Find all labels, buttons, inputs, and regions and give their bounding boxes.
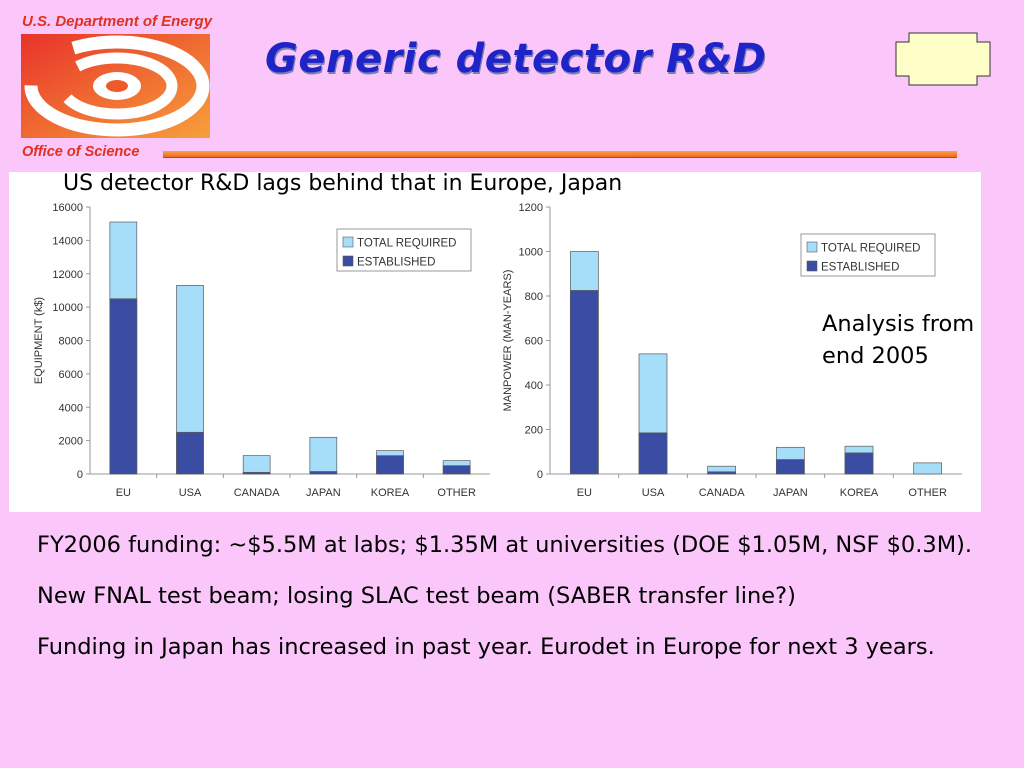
x-tick-label: EU — [116, 487, 131, 499]
x-tick-label: JAPAN — [773, 487, 808, 499]
equipment-chart: 0 2000 4000 6000 8000 10000 12000 14000 16000 EQU… — [33, 202, 490, 499]
analysis-line-2: end 2005 — [822, 343, 929, 369]
bar-established — [242, 471, 271, 475]
y-tick-label: 4000 — [59, 402, 83, 414]
x-tick-label: KOREA — [840, 487, 879, 499]
y-tick-label: 1000 — [519, 247, 543, 259]
y-tick-label: 200 — [525, 425, 543, 437]
y-tick-label: 600 — [525, 336, 543, 348]
bar-established — [775, 459, 805, 475]
legend-label: ESTABLISHED — [821, 262, 899, 274]
analysis-line-1: Analysis from — [822, 311, 975, 337]
page-title: Generic detector R&D — [265, 36, 767, 82]
bar-established — [638, 432, 668, 475]
legend-box — [800, 233, 936, 277]
x-tick-label: OTHER — [908, 487, 947, 499]
bullet-japan-europe: Funding in Japan has increased in past y… — [37, 634, 935, 660]
bullet-funding: FY2006 funding: ~$5.5M at labs; $1.35M a… — [37, 532, 973, 558]
legend-label: TOTAL REQUIRED — [821, 243, 920, 255]
bar-established — [376, 455, 404, 475]
bar-established — [707, 471, 737, 475]
legend-label: ESTABLISHED — [357, 257, 435, 269]
bar-established — [442, 465, 471, 475]
y-tick-label: 6000 — [59, 369, 83, 381]
legend-swatch — [342, 255, 354, 267]
chart-panel — [9, 172, 981, 512]
y-tick-label: 12000 — [52, 269, 83, 281]
y-tick-label: 8000 — [59, 336, 83, 348]
y-axis-label: EQUIPMENT (k$) — [33, 297, 45, 384]
y-tick-label: 400 — [525, 380, 543, 392]
bar-total-required — [309, 436, 338, 475]
bar-total-required — [242, 455, 271, 475]
legend-swatch — [806, 241, 818, 253]
analysis-note: Analysis from end 2005 — [822, 308, 974, 372]
bar-established — [176, 431, 204, 475]
bar-established — [109, 298, 138, 475]
legend-swatch — [342, 236, 354, 248]
x-tick-label: EU — [577, 487, 592, 499]
x-tick-label: USA — [642, 487, 665, 499]
department-label: U.S. Department of Energy — [22, 13, 213, 30]
y-tick-label: 10000 — [52, 302, 83, 314]
slide-subtitle: US detector R&D lags behind that in Euro… — [63, 171, 623, 196]
x-tick-label: KOREA — [371, 487, 410, 499]
x-tick-label: CANADA — [234, 487, 281, 499]
office-label: Office of Science — [22, 144, 140, 160]
bar-established — [569, 290, 599, 475]
y-tick-label: 800 — [525, 291, 543, 303]
legend-swatch — [806, 260, 818, 272]
y-tick-label: 0 — [77, 469, 83, 481]
x-tick-label: OTHER — [437, 487, 476, 499]
bullet-list: FY2006 funding: ~$5.5M at labs; $1.35M a… — [37, 528, 1012, 681]
x-tick-label: CANADA — [699, 487, 746, 499]
legend-box — [336, 228, 472, 272]
badge-shape — [895, 32, 991, 86]
y-axis-label: MANPOWER (MAN-YEARS) — [502, 270, 514, 412]
manpower-chart: 0 200 400 600 800 1000 1200 MANPOWER (MAN-YEARS… — [502, 202, 962, 499]
bar-total-required — [913, 462, 943, 475]
y-tick-label: 0 — [537, 469, 543, 481]
legend-label: TOTAL REQUIRED — [357, 238, 456, 250]
doe-logo — [21, 34, 210, 138]
y-tick-label: 16000 — [52, 202, 83, 214]
header-divider — [163, 151, 957, 158]
x-tick-label: USA — [179, 487, 202, 499]
y-tick-label: 2000 — [59, 436, 83, 448]
x-tick-label: JAPAN — [306, 487, 341, 499]
y-tick-label: 1200 — [519, 202, 543, 214]
bar-established — [844, 452, 874, 475]
bullet-test-beam: New FNAL test beam; losing SLAC test bea… — [37, 583, 796, 609]
y-tick-label: 14000 — [52, 235, 83, 247]
bar-established — [309, 471, 338, 475]
